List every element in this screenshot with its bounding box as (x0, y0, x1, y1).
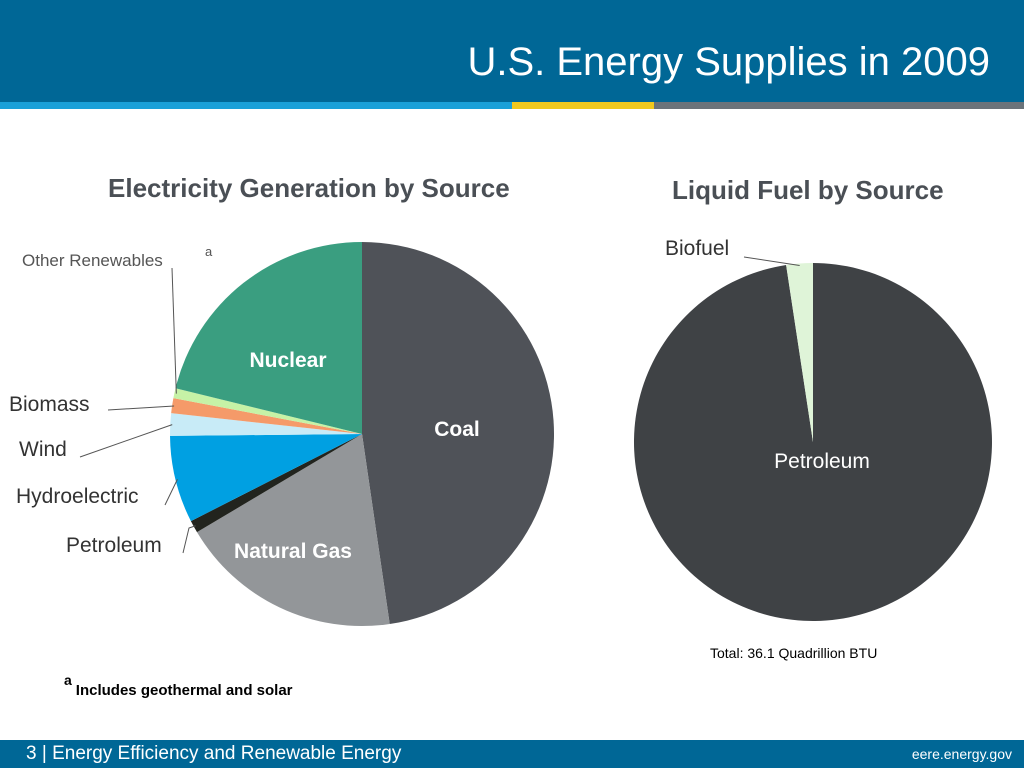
electricity-leader-hydroelectric (164, 479, 178, 506)
electricity-label-coal: Coal (434, 418, 480, 441)
liquid-fuel-pie-chart: Petroleum Biofuel (633, 237, 992, 621)
stripe-blue (0, 102, 512, 109)
electricity-leader-biomass (107, 405, 175, 411)
footnote: aIncludes geothermal and solar (64, 672, 293, 699)
liquid-fuel-slice-petroleum (633, 263, 992, 621)
electricity-slice-nuclear (175, 242, 362, 434)
stripe-yellow (512, 102, 654, 109)
liquid-fuel-label-biofuel: Biofuel (665, 237, 729, 260)
electricity-leader-petroleum (182, 525, 196, 554)
footer-separator: | (41, 743, 47, 764)
liquid-fuel-slice-biofuel (786, 263, 813, 442)
electricity-label-hydroelectric: Hydroelectric (16, 485, 139, 508)
electricity-label-biomass: Biomass (9, 393, 90, 416)
electricity-slice-wind (170, 413, 362, 436)
electricity-label-nuclear: Nuclear (249, 349, 326, 372)
page-title: U.S. Energy Supplies in 2009 (467, 40, 990, 84)
liquid-fuel-label-petroleum: Petroleum (774, 450, 870, 473)
electricity-footnote-marker: a (205, 244, 213, 259)
liquid-fuel-chart-title: Liquid Fuel by Source (672, 175, 944, 205)
electricity-label-other-renewables: Other Renewables (22, 251, 163, 270)
liquid-fuel-total: Total: 36.1 Quadrillion BTU (710, 645, 878, 661)
electricity-slice-biomass (171, 398, 362, 434)
electricity-pie-chart: Coal Natural Gas Petroleum Hydroelectric Win… (9, 241, 555, 627)
electricity-leader-wind (79, 424, 173, 458)
electricity-slice-coal (362, 241, 555, 624)
header-bar: U.S. Energy Supplies in 2009 (0, 0, 1024, 102)
electricity-slice-petroleum (190, 434, 362, 533)
page-number: 3 (26, 743, 37, 764)
footer-text: Energy Efficiency and Renewable Energy (52, 743, 402, 764)
footer-bar: 3 | Energy Efficiency and Renewable Ener… (0, 740, 1024, 768)
electricity-label-wind: Wind (19, 438, 67, 461)
footnote-marker: a (64, 672, 72, 688)
electricity-label-petroleum: Petroleum (66, 534, 162, 557)
electricity-label-natural-gas: Natural Gas (234, 540, 352, 563)
liquid-fuel-leader-biofuel (743, 256, 800, 266)
electricity-chart-title: Electricity Generation by Source (108, 173, 510, 203)
footer-left: 3 | Energy Efficiency and Renewable Ener… (26, 743, 401, 765)
footer-url[interactable]: eere.energy.gov (911, 746, 1012, 762)
footnote-text: Includes geothermal and solar (75, 682, 293, 699)
electricity-slice-other-renewables (173, 388, 362, 434)
stripe-gray (654, 102, 1024, 109)
electricity-slice-hydroelectric (170, 434, 362, 522)
electricity-slice-natural-gas (197, 434, 390, 627)
electricity-leader-other-renewables (171, 267, 177, 394)
